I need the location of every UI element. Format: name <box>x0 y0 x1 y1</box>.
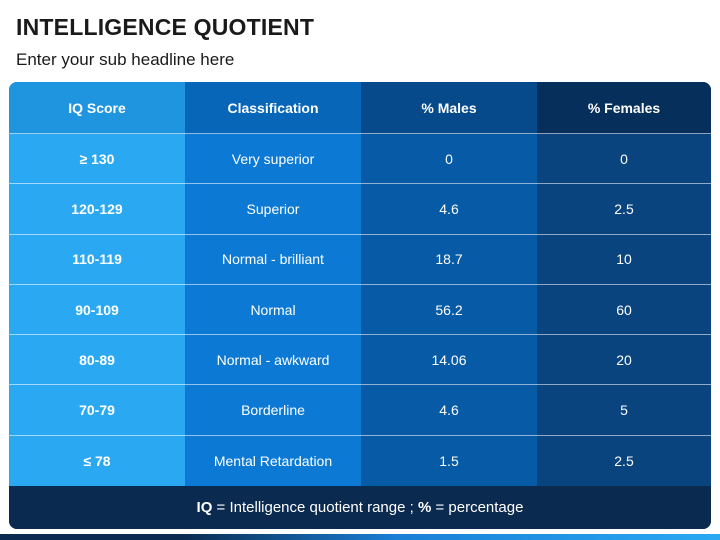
males-cell: 1.5 <box>361 435 537 487</box>
header-males: % Males <box>361 82 537 134</box>
header-females: % Females <box>537 82 711 134</box>
males-cell: 56.2 <box>361 284 537 336</box>
classification-cell: Superior <box>185 184 361 235</box>
header-iq-score: IQ Score <box>9 82 185 134</box>
males-cell: 4.6 <box>361 184 537 235</box>
iq-score-cell: 120-129 <box>9 184 185 235</box>
bottom-accent-bar <box>0 534 720 540</box>
classification-cell: Mental Retardation <box>185 435 361 487</box>
males-cell: 18.7 <box>361 234 537 285</box>
footer-iq-abbr: IQ <box>196 499 213 516</box>
table-footer-note: IQ = Intelligence quotient range ; % = p… <box>9 486 711 529</box>
males-cell: 0 <box>361 134 537 185</box>
table-grid: IQ Score Classification % Males % Female… <box>9 82 711 487</box>
males-cell: 4.6 <box>361 385 537 436</box>
females-cell: 10 <box>537 234 711 285</box>
classification-cell: Normal <box>185 284 361 336</box>
males-cell: 14.06 <box>361 335 537 386</box>
footer-pct-abbr: % <box>417 499 432 516</box>
iq-score-cell: 80-89 <box>9 335 185 386</box>
footer-iq-definition: = Intelligence quotient range ; <box>212 499 418 516</box>
iq-score-cell: 90-109 <box>9 284 185 336</box>
iq-score-cell: 70-79 <box>9 385 185 436</box>
females-cell: 2.5 <box>537 435 711 487</box>
header-classification: Classification <box>185 82 361 134</box>
classification-cell: Normal - brilliant <box>185 234 361 285</box>
females-cell: 2.5 <box>537 184 711 235</box>
iq-score-cell: 110-119 <box>9 234 185 285</box>
iq-table: IQ Score Classification % Males % Female… <box>9 82 711 529</box>
females-cell: 60 <box>537 284 711 336</box>
page-subtitle: Enter your sub headline here <box>16 50 235 69</box>
females-cell: 0 <box>537 134 711 185</box>
classification-cell: Very superior <box>185 134 361 185</box>
classification-cell: Borderline <box>185 385 361 436</box>
footer-pct-definition: = percentage <box>431 499 524 516</box>
classification-cell: Normal - awkward <box>185 335 361 386</box>
page-title: INTELLIGENCE QUOTIENT <box>16 14 315 40</box>
iq-score-cell: ≥ 130 <box>9 134 185 185</box>
females-cell: 5 <box>537 385 711 436</box>
females-cell: 20 <box>537 335 711 386</box>
iq-score-cell: ≤ 78 <box>9 435 185 487</box>
